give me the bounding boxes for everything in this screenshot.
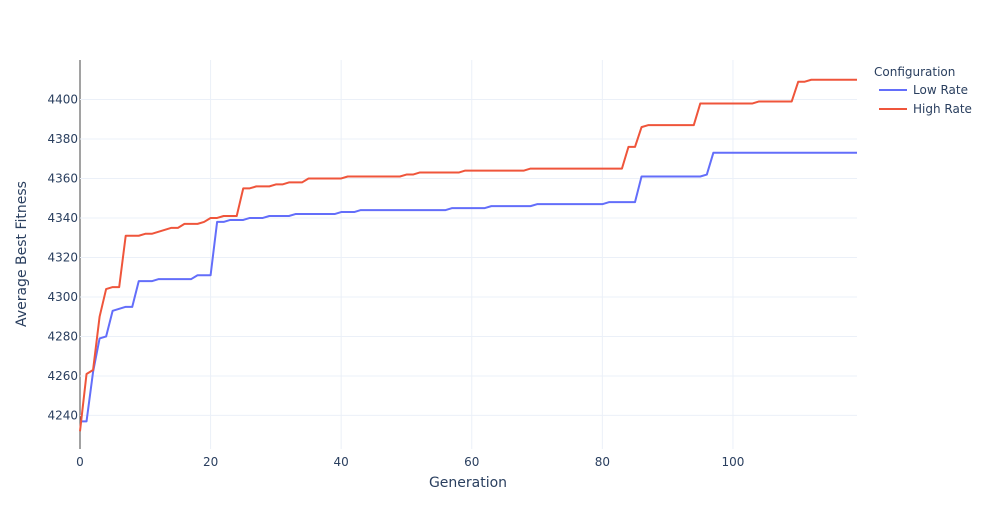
y-axis-title: Average Best Fitness: [14, 181, 30, 327]
series-line-high-rate: [79, 78, 857, 432]
y-tick-label: 4360: [47, 171, 78, 185]
series-lines: [79, 78, 857, 432]
x-tick-label: 40: [334, 455, 349, 469]
x-tick-label: 20: [203, 455, 218, 469]
y-tick-label: 4320: [47, 250, 78, 264]
legend-title: Configuration: [874, 65, 955, 79]
x-axis-ticks: 0 20 40 60 80 100: [76, 455, 744, 469]
y-tick-label: 4400: [47, 92, 78, 106]
y-axis-ticks: 4240 4260 4280 4300 4320 4340 4360 4380 4400: [47, 92, 78, 422]
x-tick-label: 60: [464, 455, 479, 469]
y-tick-label: 4300: [47, 290, 78, 304]
x-axis-title: Generation: [429, 475, 507, 491]
legend-items: Low Rate High Rate: [879, 83, 972, 116]
legend[interactable]: Configuration Low Rate High Rate: [874, 65, 972, 116]
legend-item-high-rate[interactable]: High Rate: [879, 102, 972, 116]
series-line-low-rate: [80, 151, 857, 423]
grid-lines: [79, 60, 857, 449]
y-tick-label: 4380: [47, 132, 78, 146]
x-tick-label: 100: [721, 455, 744, 469]
y-tick-label: 4260: [47, 369, 78, 383]
legend-item-low-rate[interactable]: Low Rate: [879, 83, 968, 97]
legend-label: High Rate: [913, 102, 972, 116]
legend-label: Low Rate: [913, 83, 968, 97]
x-tick-label: 0: [76, 455, 84, 469]
y-tick-label: 4280: [47, 329, 78, 343]
y-tick-label: 4340: [47, 211, 78, 225]
y-tick-label: 4240: [47, 408, 78, 422]
x-tick-label: 80: [595, 455, 610, 469]
